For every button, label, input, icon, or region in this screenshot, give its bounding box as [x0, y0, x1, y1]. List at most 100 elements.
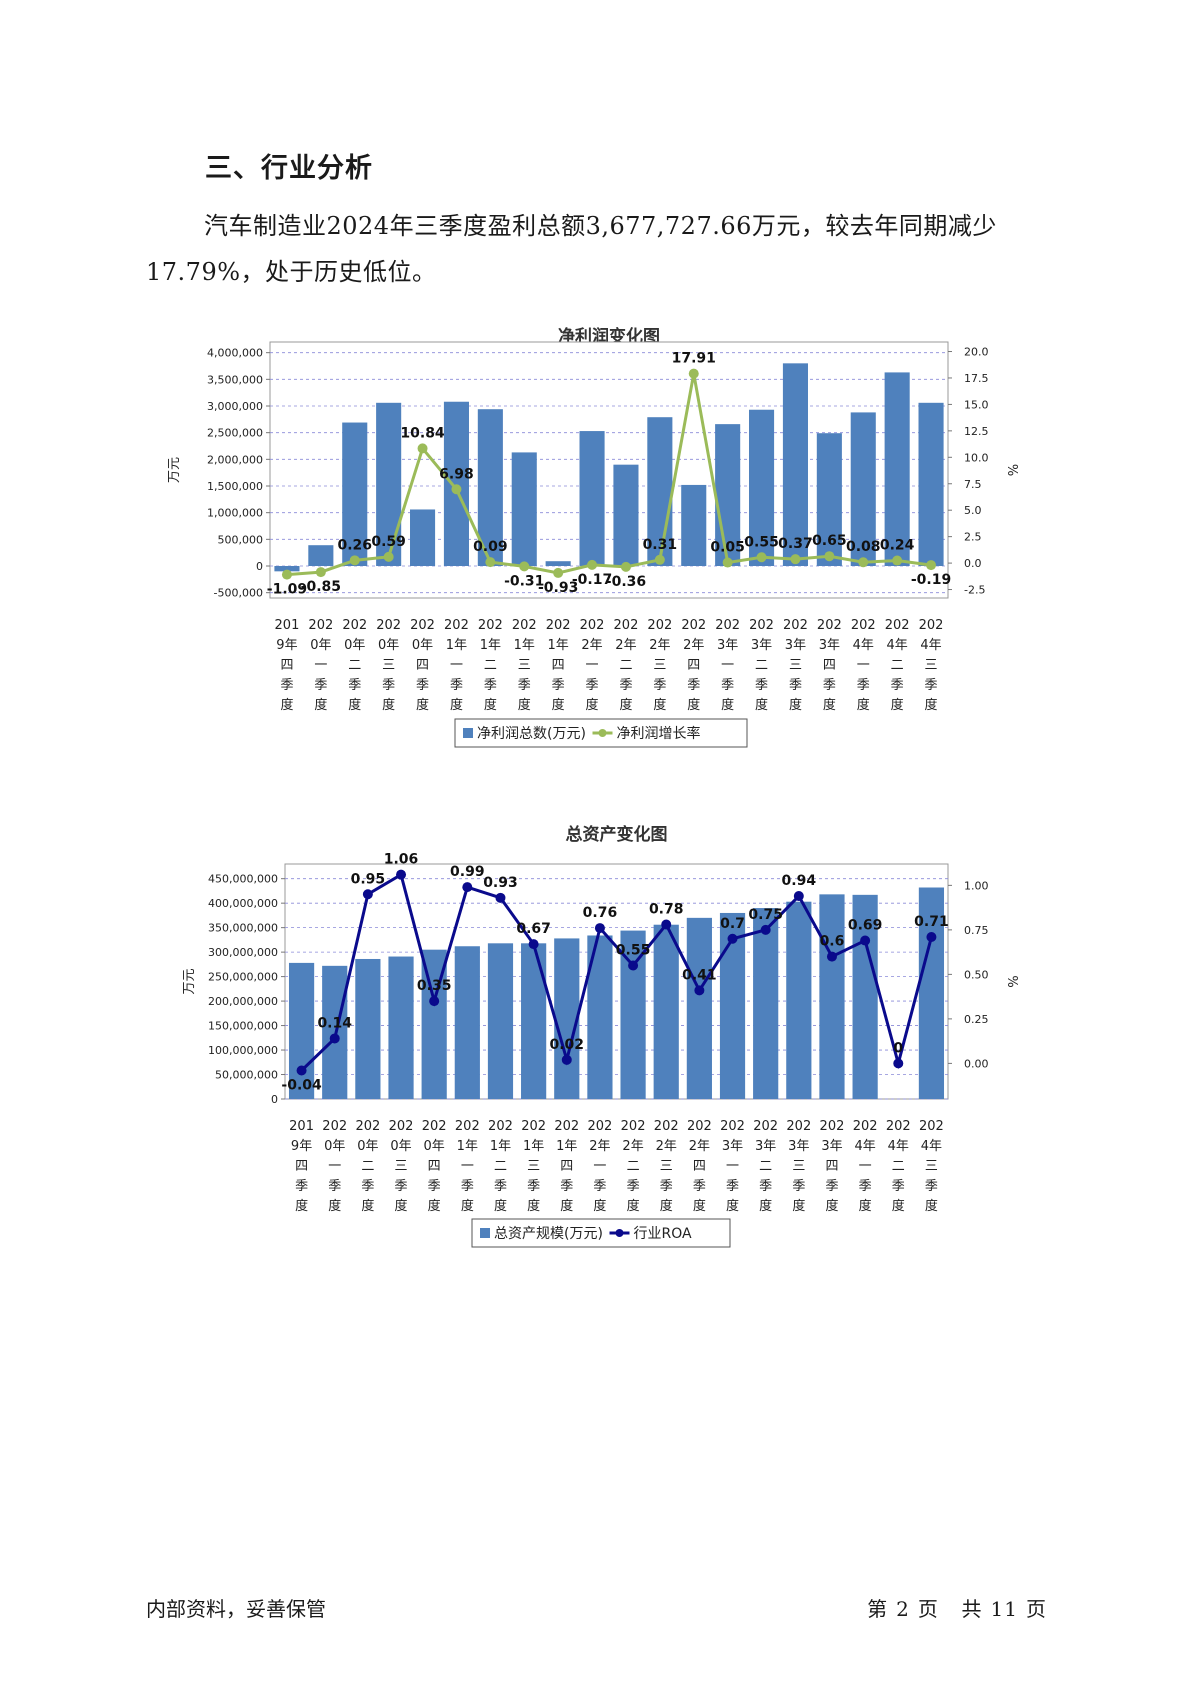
bar — [816, 433, 842, 566]
x-tick-label-line: 二 — [755, 658, 768, 673]
x-tick-label-line: 季 — [825, 1179, 838, 1194]
line-point — [594, 923, 605, 934]
x-tick-label-line: 2年 — [622, 1139, 643, 1154]
x-tick-label-line: 季 — [859, 1179, 872, 1194]
x-tick-label-line: 202 — [389, 1119, 414, 1134]
x-tick-label-line: 度 — [726, 1198, 739, 1214]
x-tick-label-line: 季 — [593, 1179, 606, 1194]
y2-tick-label: 15.0 — [964, 398, 989, 411]
data-label: -1.09 — [267, 582, 307, 598]
data-label: 0.93 — [483, 875, 518, 891]
x-tick-label-line: 202 — [885, 618, 910, 633]
x-tick-label-line: 三 — [925, 658, 938, 673]
x-tick-label-line: 0年 — [424, 1139, 445, 1154]
x-tick-label-line: 2年 — [581, 638, 602, 653]
x-tick-label-line: 2年 — [649, 638, 670, 653]
x-tick-label-line: 1年 — [490, 1139, 511, 1154]
x-tick-label-line: 二 — [891, 658, 904, 673]
data-label: -0.19 — [911, 572, 951, 588]
x-tick-label-line: 3年 — [722, 1139, 743, 1154]
data-label: 0.65 — [812, 533, 847, 549]
page-number: 2 — [896, 1597, 910, 1621]
x-tick-label-line: 四 — [823, 658, 836, 673]
x-tick-label-line: 度 — [619, 697, 632, 713]
x-tick-label-line: 201 — [289, 1119, 314, 1134]
x-tick-label-line: 1年 — [556, 1139, 577, 1154]
data-label: 6.98 — [439, 466, 474, 482]
y-tick-label: 3,500,000 — [207, 373, 263, 386]
x-tick-label-line: 度 — [653, 697, 666, 713]
line-point — [760, 924, 771, 935]
x-tick-label-line: 202 — [614, 618, 639, 633]
y-tick-label: 1,500,000 — [207, 480, 263, 493]
x-tick-label-line: 四 — [560, 1159, 573, 1174]
bar — [487, 943, 514, 1099]
x-tick-label-line: 四 — [825, 1159, 838, 1174]
x-tick-label-line: 季 — [518, 678, 531, 693]
x-tick-label-line: 度 — [361, 1198, 374, 1214]
x-tick-label-line: 二 — [619, 658, 632, 673]
x-tick-label-line: 度 — [660, 1198, 673, 1214]
data-label: 0.99 — [450, 864, 485, 880]
x-tick-label-line: 3年 — [717, 638, 738, 653]
data-label: 0.55 — [744, 534, 779, 550]
x-tick-label-line: 202 — [919, 618, 944, 633]
y2-axis-label: % — [1004, 975, 1019, 987]
x-tick-label-line: 4年 — [853, 638, 874, 653]
x-tick-label-line: 季 — [693, 1179, 706, 1194]
data-label: 0.05 — [710, 540, 745, 556]
summary-paragraph: 汽车制造业2024年三季度盈利总额3,677,727.66万元，较去年同期减少1… — [146, 212, 997, 286]
bar — [749, 409, 775, 566]
x-tick-label-line: 度 — [891, 697, 904, 713]
data-label: -0.31 — [504, 573, 544, 589]
x-tick-label-line: 度 — [759, 1198, 772, 1214]
y2-tick-label: 2.5 — [964, 531, 982, 544]
y-tick-label: 150,000,000 — [208, 1020, 278, 1033]
x-tick-label-line: 度 — [328, 1198, 341, 1214]
x-tick-label-line: 3年 — [751, 638, 772, 653]
x-tick-label-line: 季 — [348, 678, 361, 693]
x-tick-label-line: 度 — [892, 1198, 905, 1214]
x-tick-label-line: 4年 — [888, 1139, 909, 1154]
x-tick-label-line: 度 — [527, 1198, 540, 1214]
series-line — [286, 373, 932, 577]
y2-tick-label: 12.5 — [964, 425, 989, 438]
x-tick-label-line: 四 — [280, 658, 293, 673]
data-label: 0.09 — [473, 539, 508, 555]
x-tick-label-line: 0年 — [357, 1139, 378, 1154]
x-tick-label-line: 度 — [825, 1198, 838, 1214]
x-tick-label-line: 1年 — [523, 1139, 544, 1154]
x-tick-label-line: 二 — [892, 1159, 905, 1174]
bar — [686, 917, 712, 1099]
line-point — [485, 557, 496, 568]
x-tick-label-line: 度 — [721, 697, 734, 713]
x-tick-label-line: 三 — [925, 1159, 938, 1174]
x-tick-label-line: 0年 — [390, 1139, 411, 1154]
bar — [918, 887, 945, 1099]
x-tick-label-line: 202 — [588, 1119, 613, 1134]
x-tick-label-line: 2年 — [683, 638, 704, 653]
x-tick-label-line: 季 — [925, 678, 938, 693]
net-profit-chart: 净利润变化图 -500,000 0 500,000 1,000,000 1,500,000… — [0, 318, 1191, 758]
x-tick-label-line: 三 — [382, 658, 395, 673]
line-point — [349, 555, 360, 566]
line-point — [628, 960, 639, 971]
x-tick-label-line: 度 — [382, 697, 395, 713]
y2-tick-label: -2.5 — [964, 584, 985, 597]
bar — [852, 894, 878, 1099]
bar — [653, 924, 679, 1099]
x-tick-label-line: 季 — [653, 678, 666, 693]
x-tick-label-line: 1年 — [457, 1139, 478, 1154]
x-tick-label-line: 季 — [925, 1179, 938, 1194]
x-tick-label-line: 202 — [554, 1119, 579, 1134]
